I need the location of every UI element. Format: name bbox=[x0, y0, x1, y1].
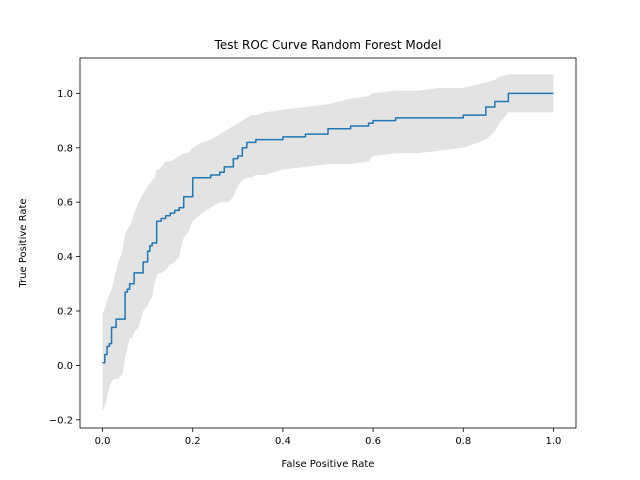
chart-title: Test ROC Curve Random Forest Model bbox=[214, 38, 442, 52]
y-tick-label: 1.0 bbox=[57, 89, 73, 100]
confidence-band bbox=[102, 74, 554, 412]
y-tick-label: 0.2 bbox=[57, 307, 73, 318]
x-tick-label: 0.8 bbox=[455, 436, 471, 447]
x-tick-label: 0.6 bbox=[365, 436, 381, 447]
y-tick-label: 0.0 bbox=[57, 361, 73, 372]
y-tick-label: 0.6 bbox=[57, 198, 73, 209]
x-tick-label: 0.4 bbox=[275, 436, 291, 447]
plot-frame bbox=[79, 57, 577, 429]
x-axis-label: False Positive Rate bbox=[282, 459, 375, 470]
y-axis-label: True Positive Rate bbox=[18, 198, 29, 288]
x-tick-label: 0.2 bbox=[185, 436, 201, 447]
x-tick-label: 1.0 bbox=[546, 436, 562, 447]
y-tick-label: 0.8 bbox=[57, 143, 73, 154]
x-tick-label: 0.0 bbox=[95, 436, 111, 447]
y-tick-label: 0.4 bbox=[57, 252, 73, 263]
y-tick-label: −0.2 bbox=[49, 415, 73, 426]
roc-curve-line bbox=[102, 92, 554, 364]
axis-ticks: 0.0 0.2 0.4 0.6 0.8 1.0 −0.2 0.0 0.2 0.4 0.6 0.8 1.0 bbox=[49, 89, 562, 447]
plot-area bbox=[102, 74, 554, 412]
